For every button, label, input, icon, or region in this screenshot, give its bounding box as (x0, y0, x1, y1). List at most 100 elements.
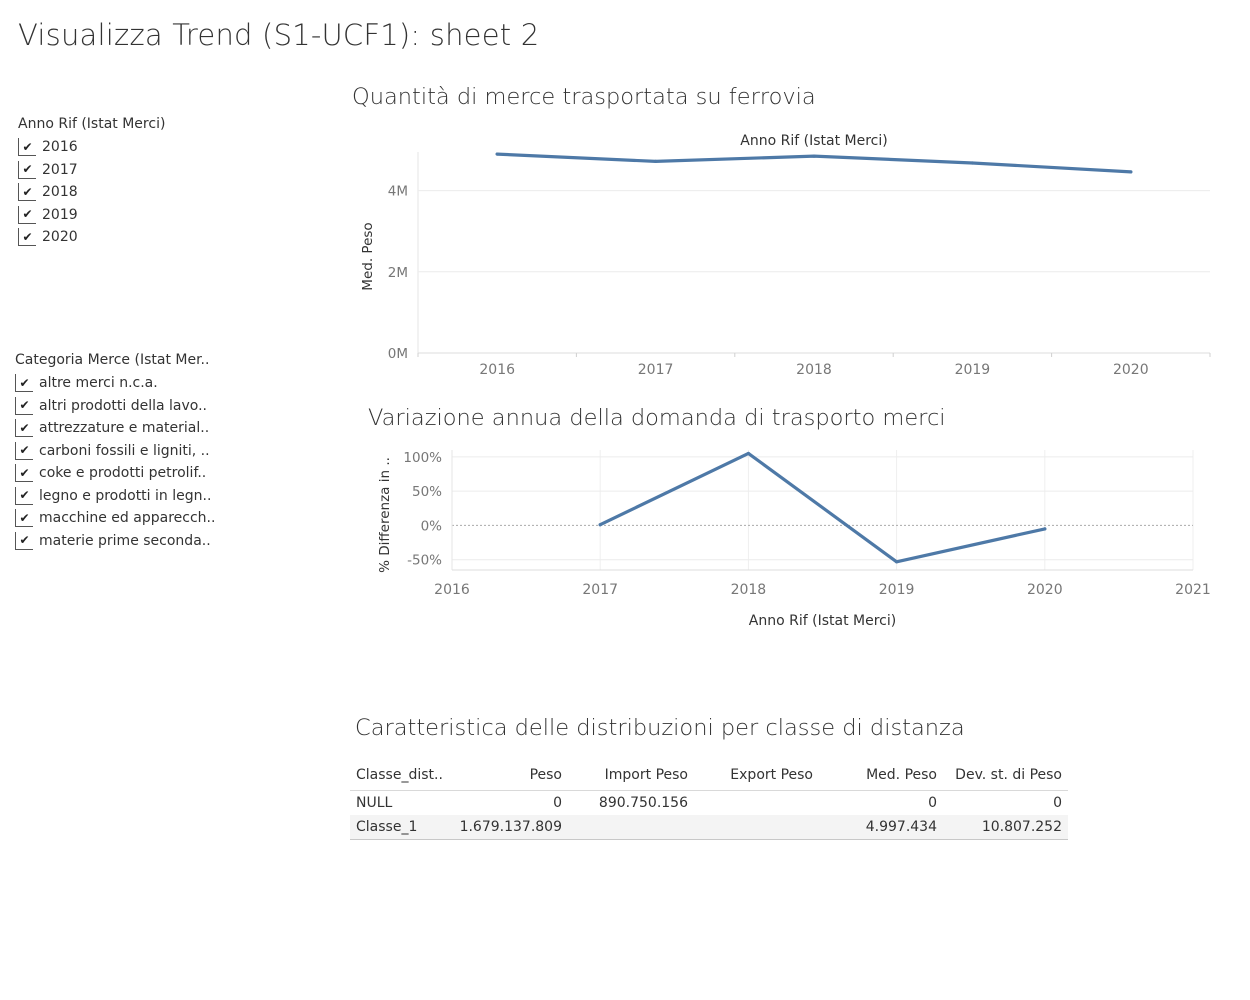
filter-categoria-item[interactable]: ✔ legno e prodotti in legn.. (15, 485, 235, 508)
filter-categoria-label: coke e prodotti petrolif.. (39, 465, 207, 482)
x-tick-label: 2016 (479, 362, 515, 378)
y-axis-label: % Differenza in .. (377, 457, 393, 573)
chart-quantita[interactable]: Anno Rif (Istat Merci) 0M 2M 4M 2016 2017 2018… (350, 125, 1220, 385)
filter-anno-item[interactable]: ✔ 2018 (18, 181, 268, 204)
filter-categoria-item[interactable]: ✔ coke e prodotti petrolif.. (15, 462, 235, 485)
checkbox-icon[interactable]: ✔ (18, 205, 36, 224)
y-tick-label: 0% (421, 518, 443, 534)
data-point (970, 161, 975, 165)
table-cell: 890.750.156 (598, 795, 688, 811)
filter-categoria-label: altri prodotti della lavo.. (39, 397, 208, 414)
chart-quantita-title: Quantità di merce trasportata su ferrovi… (352, 84, 816, 110)
chart-variazione[interactable]: 2016 2017 2018 2019 2020 2021 -50% 0% 50% 100% % D… (350, 440, 1220, 640)
column-header[interactable]: Med. Peso (819, 760, 943, 791)
filter-anno-item[interactable]: ✔ 2016 (18, 136, 268, 159)
filter-categoria-item[interactable]: ✔ macchine ed apparecch.. (15, 507, 235, 530)
filter-anno-label: 2016 (42, 139, 78, 156)
table-cell: NULL (356, 795, 393, 811)
x-tick-label: 2018 (796, 362, 832, 378)
filter-anno-title: Anno Rif (Istat Merci) (18, 116, 166, 132)
checkbox-icon[interactable]: ✔ (18, 160, 36, 179)
filter-anno-item[interactable]: ✔ 2020 (18, 226, 268, 249)
filter-categoria-label: altre merci n.c.a. (39, 375, 158, 392)
checkbox-icon[interactable]: ✔ (18, 138, 36, 157)
y-tick-label: 2M (388, 265, 408, 281)
filter-categoria-label: macchine ed apparecch.. (39, 510, 214, 527)
filter-anno-label: 2020 (42, 229, 78, 246)
filter-anno-label: 2017 (42, 161, 78, 178)
x-tick-label: 2020 (1113, 362, 1149, 378)
chart-quantita-top-axis-label: Anno Rif (Istat Merci) (740, 133, 887, 149)
checkbox-icon[interactable]: ✔ (15, 486, 33, 505)
filter-anno-item[interactable]: ✔ 2017 (18, 159, 268, 182)
data-point (1043, 527, 1047, 531)
table-cell (568, 815, 694, 840)
checkbox-icon[interactable]: ✔ (15, 464, 33, 483)
table-cell (694, 815, 819, 840)
x-tick-label: 2020 (1027, 582, 1063, 598)
filter-categoria-label: attrezzature e material.. (39, 420, 210, 437)
filter-categoria-item[interactable]: ✔ altre merci n.c.a. (15, 372, 235, 395)
series-line (598, 451, 1047, 564)
filter-anno-label: 2019 (42, 206, 78, 223)
dashboard-title: Visualizza Trend (S1-UCF1): sheet 2 (18, 18, 540, 52)
filter-anno-item[interactable]: ✔ 2019 (18, 204, 268, 227)
filter-anno: Anno Rif (Istat Merci) ✔ 2016 ✔ 2017 ✔ 2… (18, 116, 268, 249)
table-title: Caratteristica delle distribuzioni per c… (355, 715, 965, 741)
filter-categoria-item[interactable]: ✔ carboni fossili e ligniti, .. (15, 440, 235, 463)
filter-categoria-item[interactable]: ✔ altri prodotti della lavo.. (15, 395, 235, 418)
checkbox-icon[interactable]: ✔ (15, 509, 33, 528)
filter-categoria-item[interactable]: ✔ materie prime seconda.. (15, 530, 235, 551)
data-point (654, 159, 658, 163)
x-tick-label: 2018 (731, 582, 767, 598)
checkbox-icon[interactable]: ✔ (15, 396, 33, 415)
filter-categoria-label: legno e prodotti in legn.. (39, 487, 212, 504)
table-cell: 4.997.434 (819, 815, 943, 840)
table-cell (694, 791, 819, 816)
filter-categoria-label: carboni fossili e ligniti, .. (39, 442, 210, 459)
checkbox-icon[interactable]: ✔ (15, 419, 33, 438)
checkbox-icon[interactable]: ✔ (15, 531, 33, 550)
table-row[interactable]: NULL 0 890.750.156 0 0 (350, 791, 1068, 816)
data-point (495, 152, 499, 156)
checkbox-icon[interactable]: ✔ (15, 374, 33, 393)
column-header[interactable]: Classe_dist.. (350, 760, 450, 791)
filter-anno-label: 2018 (42, 184, 78, 201)
column-header[interactable]: Dev. st. di Peso (943, 760, 1068, 791)
data-point (812, 154, 816, 158)
distribution-table-wrap: Classe_dist.. Peso Import Peso Export Pe… (350, 760, 1068, 840)
data-point (598, 523, 602, 527)
column-header[interactable]: Import Peso (568, 760, 694, 791)
y-tick-label: 4M (388, 184, 408, 200)
table-row[interactable]: Classe_1 1.679.137.809 4.997.434 10.807.… (350, 815, 1068, 840)
chart-variazione-title: Variazione annua della domanda di traspo… (368, 405, 946, 431)
y-tick-label: -50% (407, 553, 442, 569)
data-point (1129, 170, 1133, 174)
filter-categoria-label: materie prime seconda.. (39, 532, 211, 549)
x-tick-label: 2021 (1175, 582, 1211, 598)
checkbox-icon[interactable]: ✔ (18, 228, 36, 247)
column-header[interactable]: Peso (450, 760, 568, 791)
x-tick-label: 2019 (879, 582, 915, 598)
y-tick-label: 100% (403, 450, 442, 466)
distribution-table[interactable]: Classe_dist.. Peso Import Peso Export Pe… (350, 760, 1068, 840)
y-axis-label: Med. Peso (360, 222, 376, 290)
table-cell: Classe_1 (350, 815, 450, 840)
checkbox-icon[interactable]: ✔ (18, 183, 36, 202)
x-tick-label: 2017 (638, 362, 674, 378)
checkbox-icon[interactable]: ✔ (15, 441, 33, 460)
x-axis-label: Anno Rif (Istat Merci) (749, 613, 896, 629)
x-tick-label: 2017 (582, 582, 618, 598)
table-cell: 0 (553, 795, 562, 811)
table-cell: 0 (1053, 795, 1062, 811)
column-header[interactable]: Export Peso (694, 760, 819, 791)
filter-categoria-title: Categoria Merce (Istat Mer.. (15, 352, 210, 368)
x-tick-label: 2019 (955, 362, 991, 378)
filter-categoria: Categoria Merce (Istat Mer.. ✔ altre mer… (15, 352, 235, 550)
y-tick-label: 0M (388, 346, 408, 362)
filter-categoria-item[interactable]: ✔ attrezzature e material.. (15, 417, 235, 440)
x-tick-label: 2016 (434, 582, 470, 598)
data-point (895, 560, 899, 564)
table-cell: 0 (928, 795, 937, 811)
y-tick-label: 50% (412, 484, 442, 500)
